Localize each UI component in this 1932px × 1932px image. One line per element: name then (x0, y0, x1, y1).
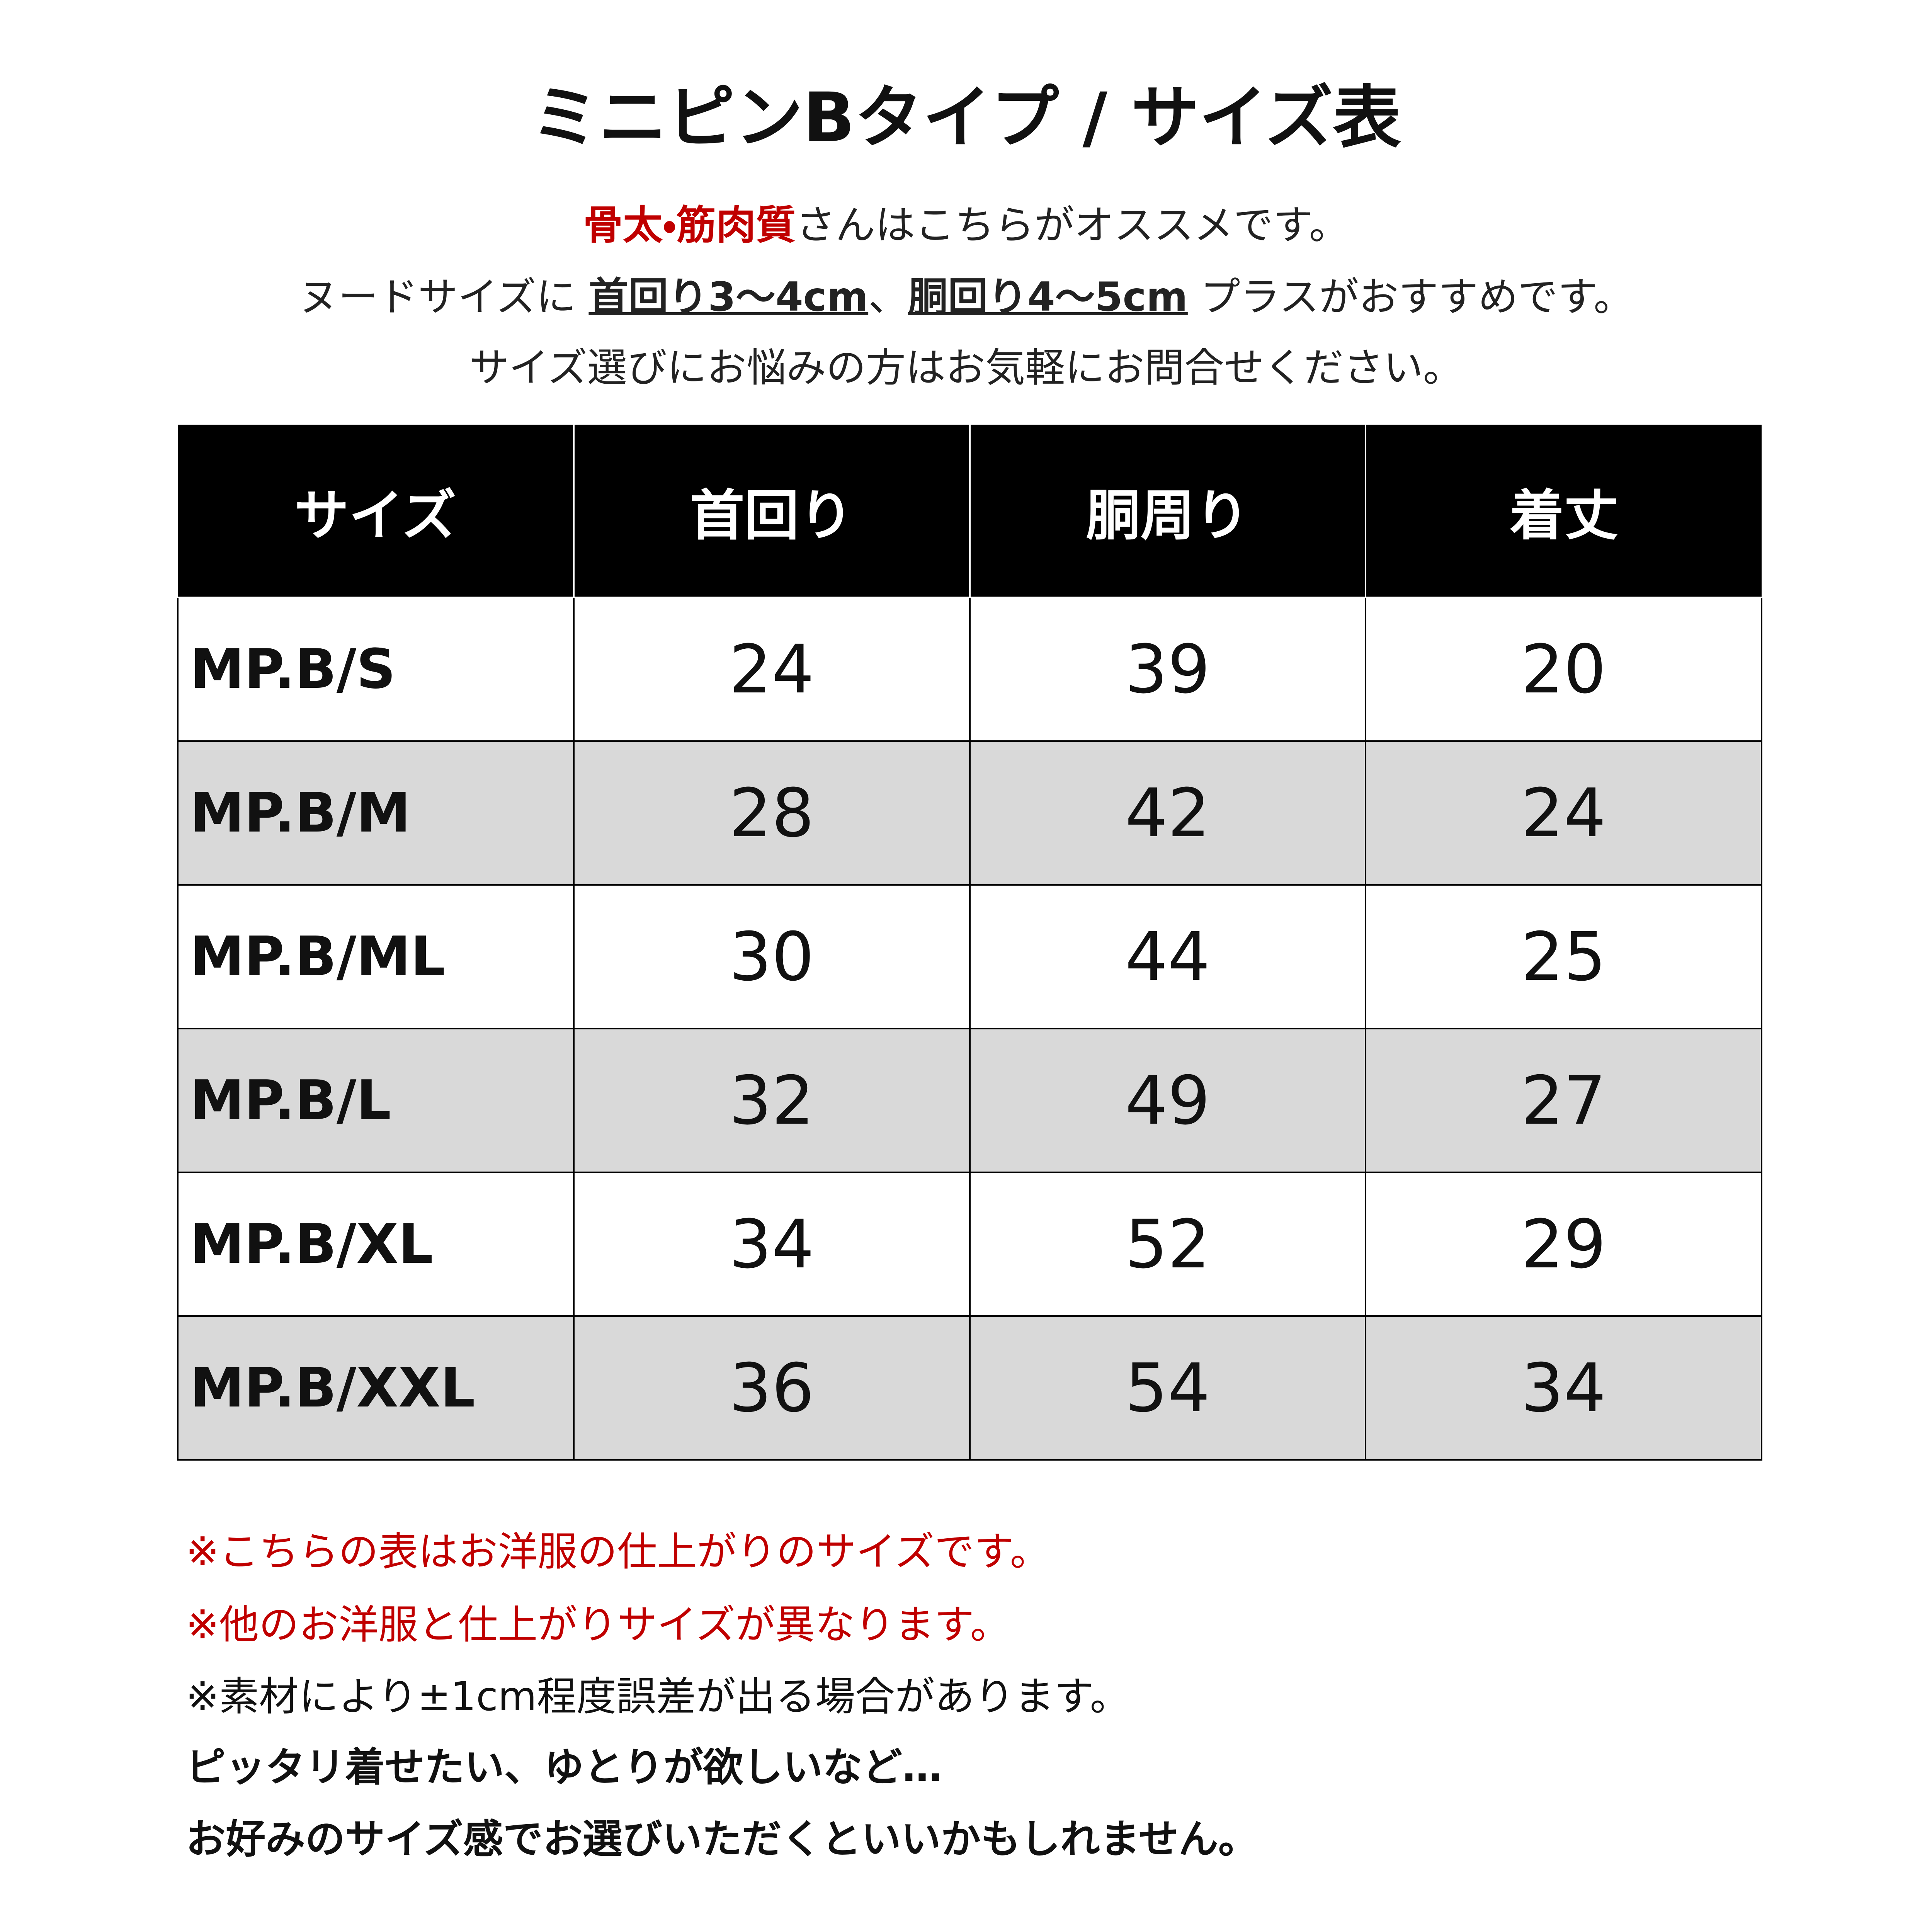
cell: 49 (969, 1028, 1367, 1173)
row: MP.B/ML 30 44 25 (177, 884, 1762, 1029)
cell: 34 (1365, 1315, 1762, 1461)
cell: 24 (1365, 740, 1762, 886)
intro-line: ヌードサイズに 首回り3〜4cm、胴回り4〜5cm プラスがおすすめです。 (0, 272, 1932, 322)
size-label: MP.B/S (177, 597, 575, 742)
cell: 42 (969, 740, 1367, 886)
cell: 52 (969, 1172, 1367, 1317)
row: MP.B/M 28 42 24 (177, 740, 1762, 886)
cell: 24 (573, 597, 971, 742)
row: MP.B/XL 34 52 29 (177, 1172, 1762, 1317)
cell: 32 (573, 1028, 971, 1173)
cell: 36 (573, 1315, 971, 1461)
note: ピッタリ着せたい、ゆとりが欲しいなど… (186, 1744, 942, 1791)
cell: 29 (1365, 1172, 1762, 1317)
intro-line: 骨太・筋肉質さんはこちらがオススメです。 (0, 200, 1932, 250)
cell: 54 (969, 1315, 1367, 1461)
row: MP.B/XXL 36 54 34 (177, 1315, 1762, 1461)
header-cell: 胴周り (969, 425, 1367, 598)
header-cell: サイズ (178, 425, 575, 598)
header-cell: 着丈 (1365, 425, 1762, 598)
cell: 25 (1365, 884, 1762, 1029)
highlight: 骨太・筋肉質 (583, 202, 796, 248)
emphasis: 首回り3〜4cm (588, 274, 869, 320)
note: ※他のお洋服と仕上がりサイズが異なります。 (186, 1602, 1010, 1648)
text: さんはこちらがオススメです。 (796, 202, 1349, 248)
size-table: サイズ 首回り 胴周り 着丈 MP.B/S 24 39 20 MP.B/M 28 42 24 MP.B/… (177, 425, 1762, 1461)
note: ※素材により±1cm程度誤差が出る場合があります。 (186, 1673, 1130, 1720)
text: 、 (868, 274, 908, 320)
note: ※こちらの表はお洋服の仕上がりのサイズです。 (186, 1529, 1050, 1575)
note: お好みのサイズ感でお選びいただくといいかもしれません。 (186, 1816, 1258, 1862)
text: プラスがおすすめです。 (1187, 274, 1634, 320)
size-label: MP.B/M (177, 740, 575, 886)
header-cell: 首回り (573, 425, 971, 598)
cell: 30 (573, 884, 971, 1029)
cell: 44 (969, 884, 1367, 1029)
cell: 34 (573, 1172, 971, 1317)
row: MP.B/S 24 39 20 (177, 597, 1762, 742)
title: ミニピンBタイプ / サイズ表 (531, 78, 1401, 157)
emphasis: 胴回り4〜5cm (908, 274, 1188, 320)
size-label: MP.B/XXL (177, 1315, 575, 1461)
text: サイズ選びにお悩みの方はお気軽にお問合せください。 (469, 345, 1463, 391)
cell: 20 (1365, 597, 1762, 742)
cell: 39 (969, 597, 1367, 742)
size-label: MP.B/XL (177, 1172, 575, 1317)
row: MP.B/L 32 49 27 (177, 1028, 1762, 1173)
size-label: MP.B/L (177, 1028, 575, 1173)
text: ヌードサイズに (298, 274, 589, 320)
header-row: サイズ 首回り 胴周り 着丈 (178, 425, 1762, 598)
size-label: MP.B/ML (177, 884, 575, 1029)
cell: 28 (573, 740, 971, 886)
cell: 27 (1365, 1028, 1762, 1173)
intro-line: サイズ選びにお悩みの方はお気軽にお問合せください。 (0, 343, 1932, 393)
